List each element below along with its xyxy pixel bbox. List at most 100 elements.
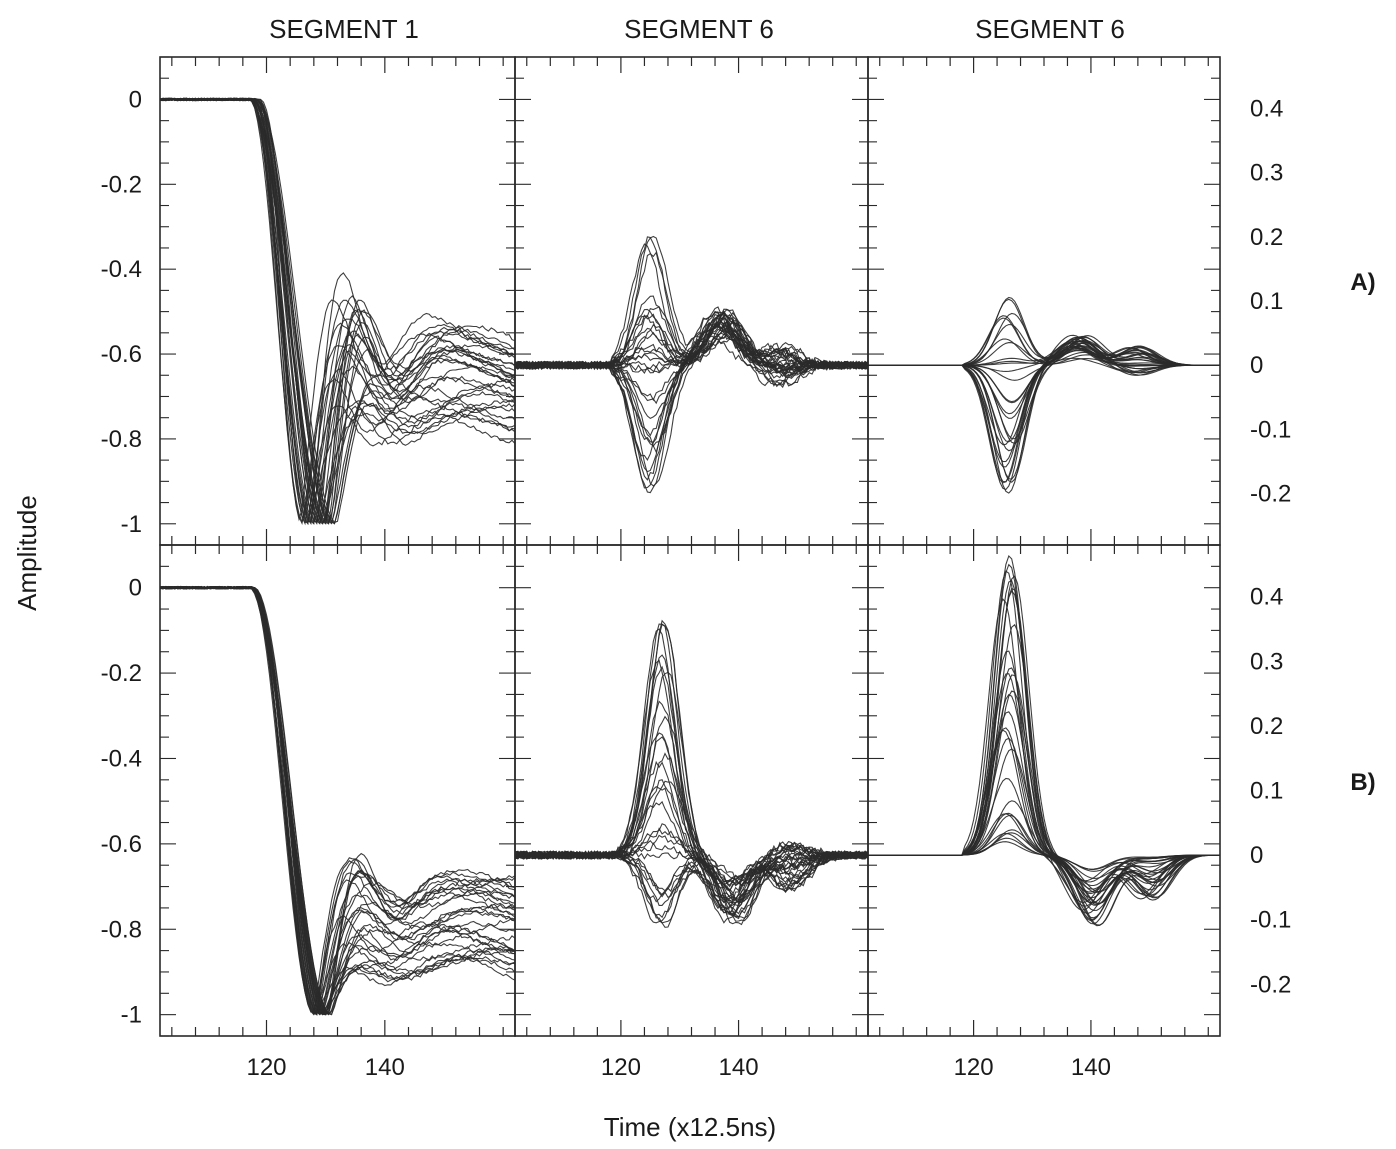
trace-line <box>515 732 868 904</box>
trace-line <box>868 345 1220 415</box>
trace-line <box>160 585 515 1015</box>
ticks-layer <box>160 56 1220 1037</box>
trace-line <box>868 339 1220 419</box>
right-tick-label: 0.2 <box>1250 224 1283 251</box>
right-tick-label: 0.1 <box>1250 288 1283 315</box>
right-tick-label: 0.4 <box>1250 95 1283 122</box>
left-tick-label: -0.6 <box>101 341 142 368</box>
trace-line <box>160 97 515 525</box>
x-axis-title: Time (x12.5ns) <box>604 1112 776 1142</box>
panel-traces-6 <box>868 554 1220 927</box>
column-title-1: SEGMENT 1 <box>269 14 419 44</box>
right-tick-label: 0 <box>1250 842 1263 869</box>
trace-line <box>868 587 1220 914</box>
x-tick-label: 120 <box>954 1054 994 1081</box>
trace-line <box>160 97 515 525</box>
right-tick-label: 0 <box>1250 352 1263 379</box>
trace-line <box>160 97 515 525</box>
panel-frame <box>867 544 1221 1037</box>
trace-line <box>868 336 1220 468</box>
trace-line <box>160 97 515 525</box>
trace-line <box>160 97 515 525</box>
left-tick-label: -0.2 <box>101 171 142 198</box>
trace-line <box>868 690 1220 904</box>
trace-line <box>160 97 515 525</box>
trace-line <box>515 311 868 443</box>
panel-traces-5 <box>515 619 868 928</box>
trace-line <box>515 760 868 911</box>
trace-line <box>160 97 515 525</box>
panel-traces-2 <box>515 235 868 494</box>
x-tick-label: 140 <box>365 1054 405 1081</box>
left-tick-label: -0.8 <box>101 426 142 453</box>
panel-traces-1 <box>160 97 515 526</box>
left-tick-label: -0.6 <box>101 831 142 858</box>
trace-line <box>160 97 515 522</box>
trace-line <box>160 97 515 525</box>
x-tick-label: 120 <box>601 1054 641 1081</box>
frames-layer <box>159 56 1221 1037</box>
panel-frame <box>514 544 869 1037</box>
right-tick-label: 0.2 <box>1250 713 1283 740</box>
trace-line <box>160 97 515 525</box>
trace-line <box>868 317 1220 373</box>
trace-line <box>160 97 515 524</box>
column-title-3: SEGMENT 6 <box>975 14 1125 44</box>
left-tick-label: -1 <box>121 1002 142 1029</box>
trace-line <box>160 97 515 526</box>
right-tick-label: -0.1 <box>1250 907 1291 934</box>
trace-line <box>160 97 515 525</box>
trace-line <box>515 324 868 473</box>
trace-line <box>160 97 515 524</box>
panel-traces-3 <box>868 296 1220 494</box>
x-tick-label: 140 <box>719 1054 759 1081</box>
trace-line <box>868 589 1220 925</box>
column-title-2: SEGMENT 6 <box>624 14 774 44</box>
trace-line <box>515 310 868 448</box>
x-tick-label: 140 <box>1071 1054 1111 1081</box>
trace-line <box>160 97 515 525</box>
y-axis-title: Amplitude <box>12 495 42 611</box>
trace-line <box>160 97 515 525</box>
right-tick-label: 0.3 <box>1250 160 1283 187</box>
trace-line <box>868 650 1220 926</box>
trace-line <box>160 97 515 524</box>
left-tick-label: 0 <box>129 575 142 602</box>
traces-layer <box>160 97 1220 1016</box>
trace-line <box>515 841 868 919</box>
trace-line <box>515 659 868 899</box>
trace-line <box>160 97 515 525</box>
trace-line <box>868 335 1220 445</box>
trace-line <box>160 97 515 525</box>
right-tick-label: -0.2 <box>1250 481 1291 508</box>
left-tick-label: -0.2 <box>101 660 142 687</box>
trace-line <box>868 623 1220 904</box>
left-tick-label: -0.4 <box>101 256 142 283</box>
trace-line <box>160 97 515 523</box>
trace-line <box>515 786 868 899</box>
panel-traces-4 <box>160 585 515 1016</box>
left-tick-label: 0 <box>129 86 142 113</box>
trace-line <box>515 823 868 907</box>
trace-line <box>160 97 515 525</box>
right-tick-label: 0.3 <box>1250 648 1283 675</box>
trace-line <box>160 97 515 524</box>
right-tick-label: -0.1 <box>1250 416 1291 443</box>
left-tick-label: -1 <box>121 511 142 538</box>
panel-frame <box>514 56 869 546</box>
trace-line <box>515 311 868 494</box>
trace-line <box>160 97 515 522</box>
trace-line <box>160 97 515 525</box>
panel-frame <box>867 56 1221 546</box>
row-label-a: A) <box>1350 269 1375 296</box>
trace-line <box>160 97 515 526</box>
x-tick-label: 120 <box>246 1054 286 1081</box>
row-label-b: B) <box>1350 769 1375 796</box>
trace-line <box>160 97 515 524</box>
right-tick-label: 0.4 <box>1250 584 1283 611</box>
labels-layer: SEGMENT 1 SEGMENT 6 SEGMENT 6 A) B) Ampl… <box>12 14 1376 1142</box>
trace-line <box>160 98 515 525</box>
trace-line <box>160 97 515 524</box>
panel-frame <box>159 544 516 1037</box>
trace-line <box>160 97 515 525</box>
